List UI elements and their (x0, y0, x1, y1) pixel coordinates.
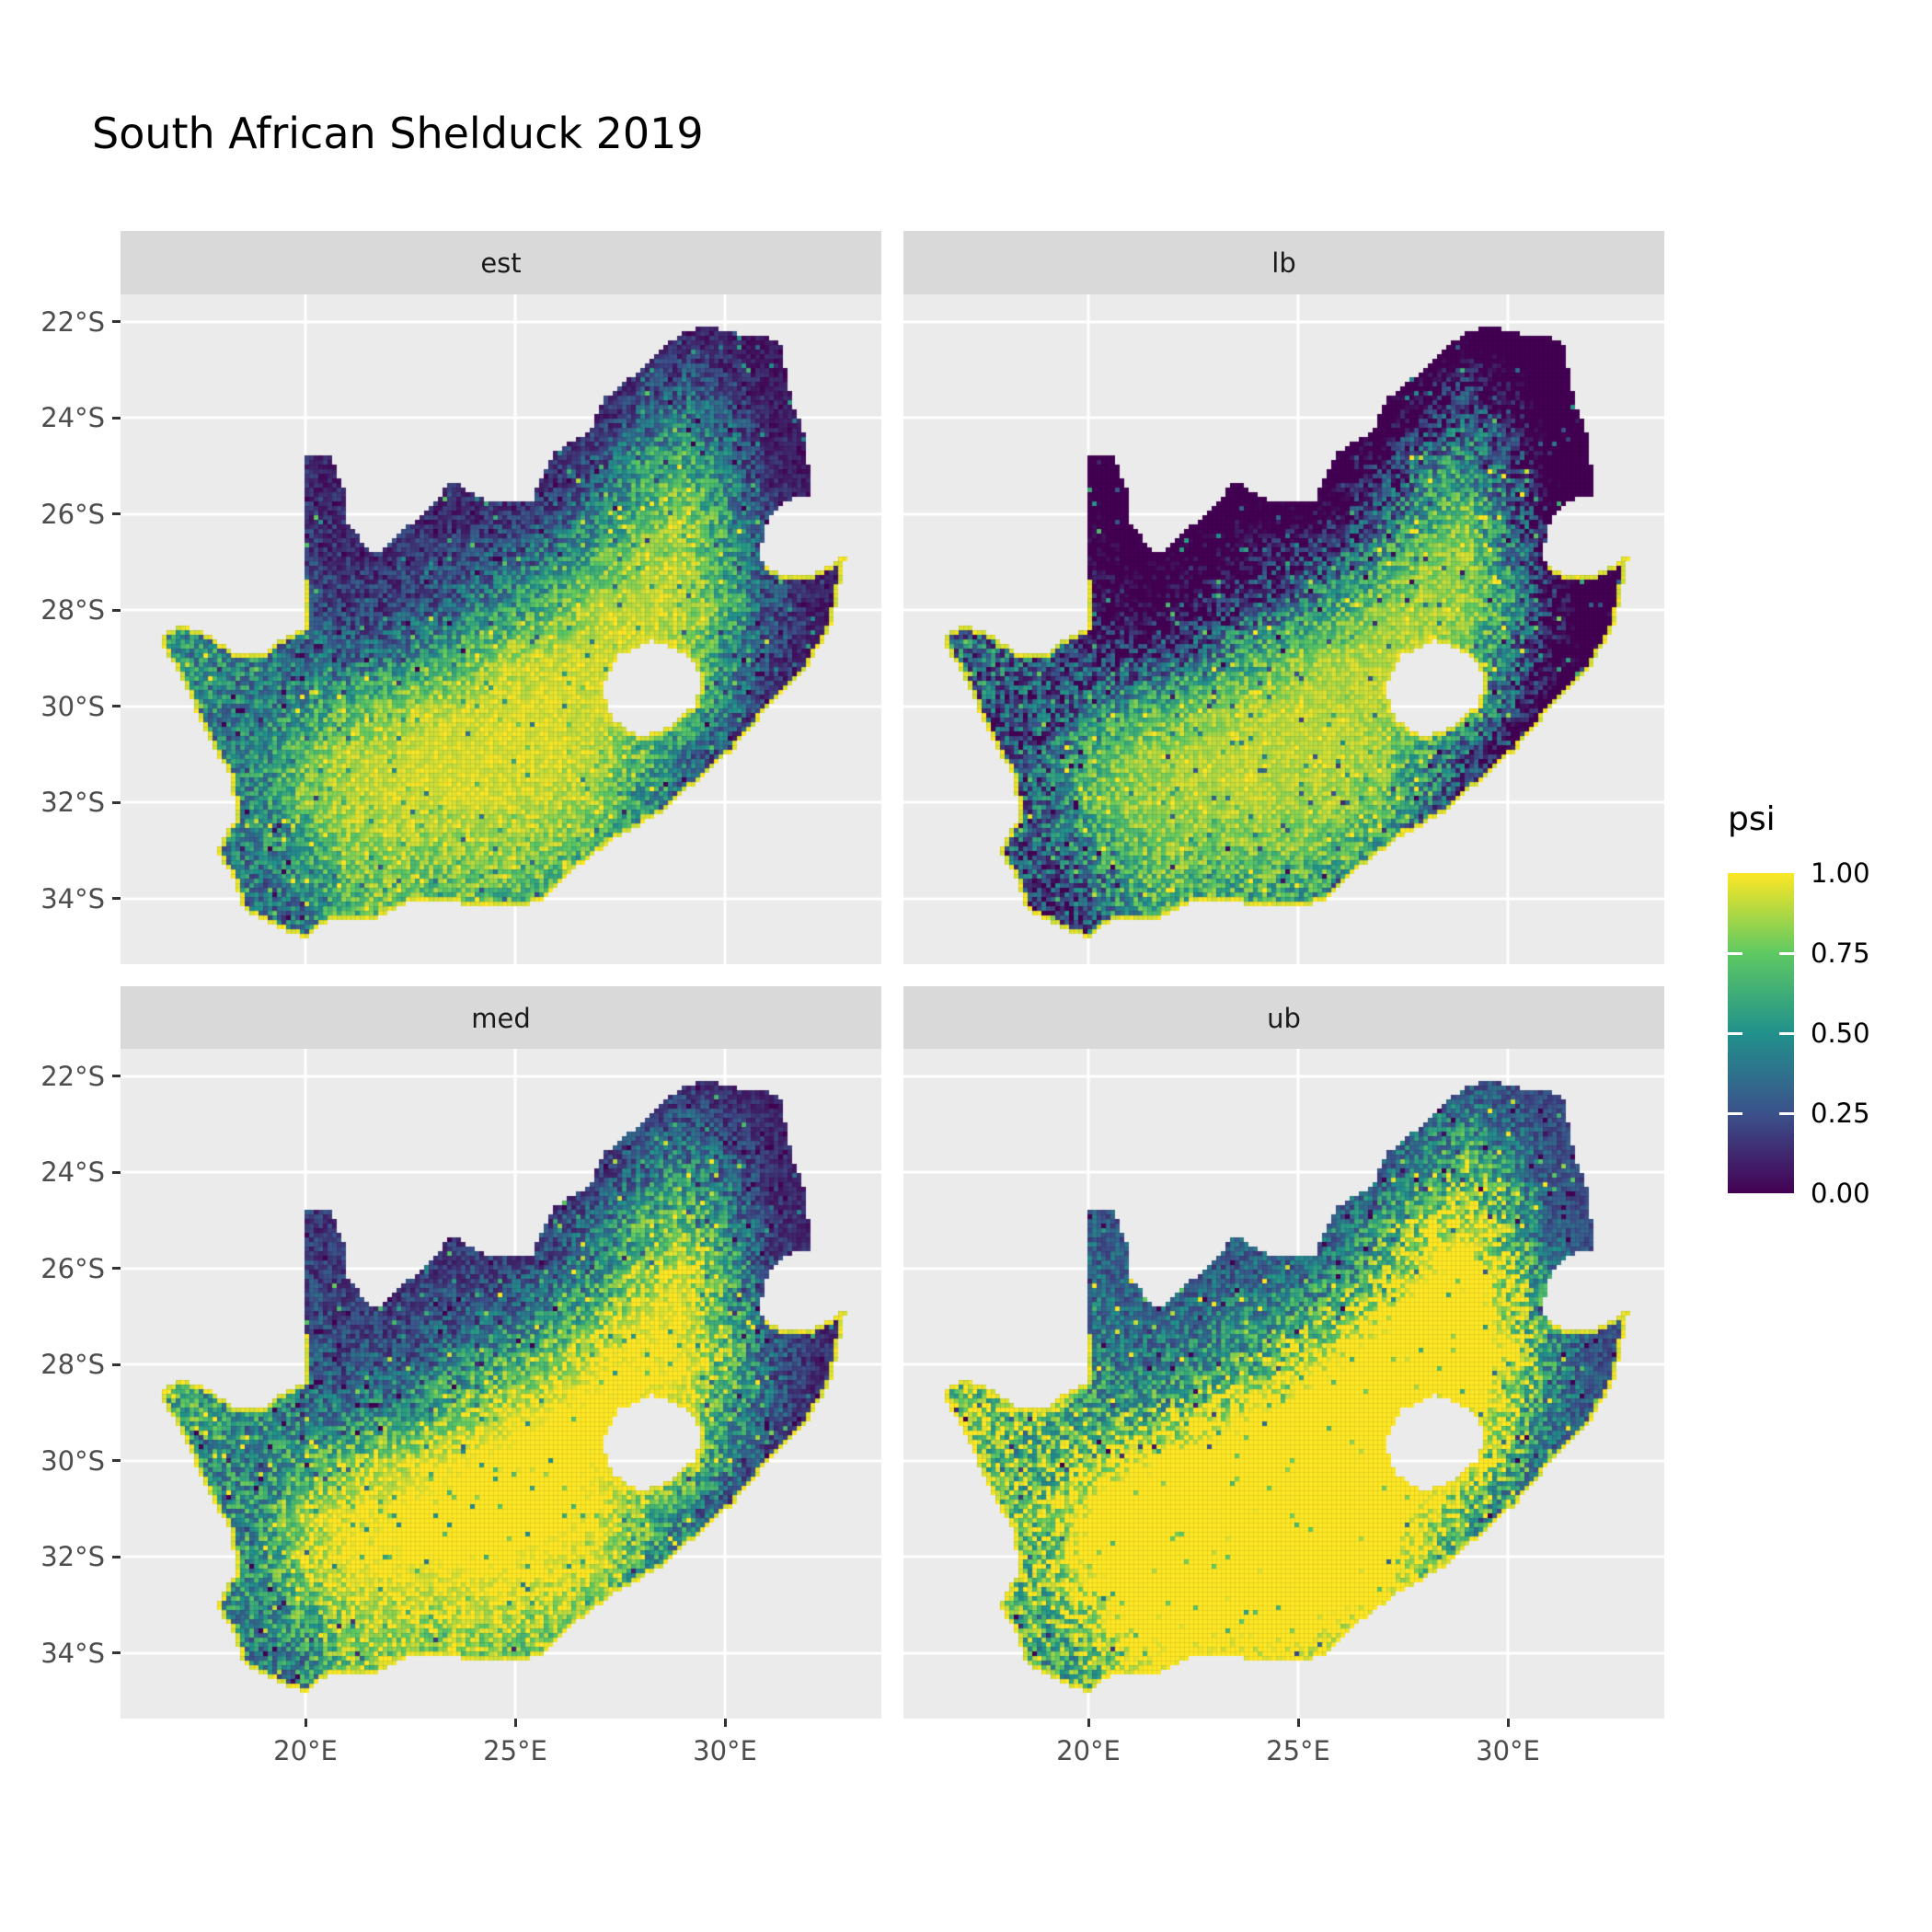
facet-strip-est: est (121, 231, 881, 294)
plot-title: South African Shelduck 2019 (92, 109, 704, 158)
facet-strip-ub: ub (903, 986, 1664, 1050)
x-tick-mark (1296, 1719, 1300, 1727)
y-tick-label: 26°S (40, 498, 105, 530)
y-tick-mark (112, 416, 121, 420)
y-tick-mark (112, 320, 121, 324)
legend-tick-mark (1779, 1111, 1794, 1115)
y-tick-label: 22°S (40, 1060, 105, 1092)
facet-map-lb (903, 294, 1664, 964)
legend-title: psi (1728, 800, 1776, 838)
facet-strip-label-lb: lb (1271, 247, 1296, 279)
facet-panel-ub (903, 1049, 1664, 1719)
facet-strip-label-ub: ub (1267, 1002, 1301, 1034)
legend-tick-mark (1728, 1111, 1742, 1115)
y-tick-mark (112, 1363, 121, 1366)
facet-map-med (121, 1049, 881, 1719)
y-tick-label: 32°S (40, 1541, 105, 1573)
y-tick-label: 30°S (40, 690, 105, 722)
y-tick-mark (112, 897, 121, 901)
facet-strip-label-est: est (480, 247, 522, 279)
y-tick-mark (112, 1459, 121, 1463)
facet-panel-lb (903, 294, 1664, 964)
y-tick-label: 30°S (40, 1444, 105, 1477)
facet-strip-med: med (121, 986, 881, 1050)
y-tick-label: 34°S (40, 1637, 105, 1669)
legend-tick-mark (1779, 951, 1794, 955)
legend-tick-label: 0.00 (1811, 1178, 1870, 1209)
y-tick-mark (112, 705, 121, 708)
y-tick-mark (112, 512, 121, 516)
x-tick-label: 20°E (273, 1735, 338, 1766)
y-tick-label: 26°S (40, 1252, 105, 1284)
facet-map-est (121, 294, 881, 964)
y-tick-label: 32°S (40, 787, 105, 819)
x-tick-mark (513, 1719, 517, 1727)
legend-tick-label: 0.25 (1811, 1098, 1870, 1129)
y-tick-label: 28°S (40, 1349, 105, 1381)
y-tick-mark (112, 608, 121, 612)
y-tick-mark (112, 1555, 121, 1558)
x-tick-label: 30°E (1476, 1735, 1540, 1766)
legend-tick-mark (1728, 951, 1742, 955)
x-tick-label: 25°E (1266, 1735, 1330, 1766)
legend-tick-label: 1.00 (1811, 857, 1870, 889)
x-tick-label: 30°E (693, 1735, 757, 1766)
facet-panel-est (121, 294, 881, 964)
x-tick-mark (304, 1719, 307, 1727)
facet-map-ub (903, 1049, 1664, 1719)
x-tick-mark (723, 1719, 727, 1727)
legend-tick-label: 0.75 (1811, 937, 1870, 969)
legend-tick-label: 0.50 (1811, 1018, 1870, 1049)
x-tick-label: 25°E (483, 1735, 547, 1766)
y-tick-label: 28°S (40, 594, 105, 627)
y-tick-mark (112, 1267, 121, 1271)
facet-strip-label-med: med (471, 1002, 531, 1034)
legend-tick-mark (1779, 1031, 1794, 1035)
facet-strip-lb: lb (903, 231, 1664, 294)
y-tick-mark (112, 800, 121, 804)
y-tick-mark (112, 1651, 121, 1655)
y-tick-mark (112, 1170, 121, 1174)
y-tick-label: 24°S (40, 1156, 105, 1189)
y-tick-mark (112, 1075, 121, 1078)
legend-tick-mark (1728, 1031, 1742, 1035)
y-tick-label: 22°S (40, 305, 105, 338)
x-tick-label: 20°E (1056, 1735, 1121, 1766)
y-tick-label: 34°S (40, 882, 105, 914)
y-tick-label: 24°S (40, 402, 105, 434)
x-tick-mark (1087, 1719, 1090, 1727)
facet-panel-med (121, 1049, 881, 1719)
x-tick-mark (1506, 1719, 1510, 1727)
